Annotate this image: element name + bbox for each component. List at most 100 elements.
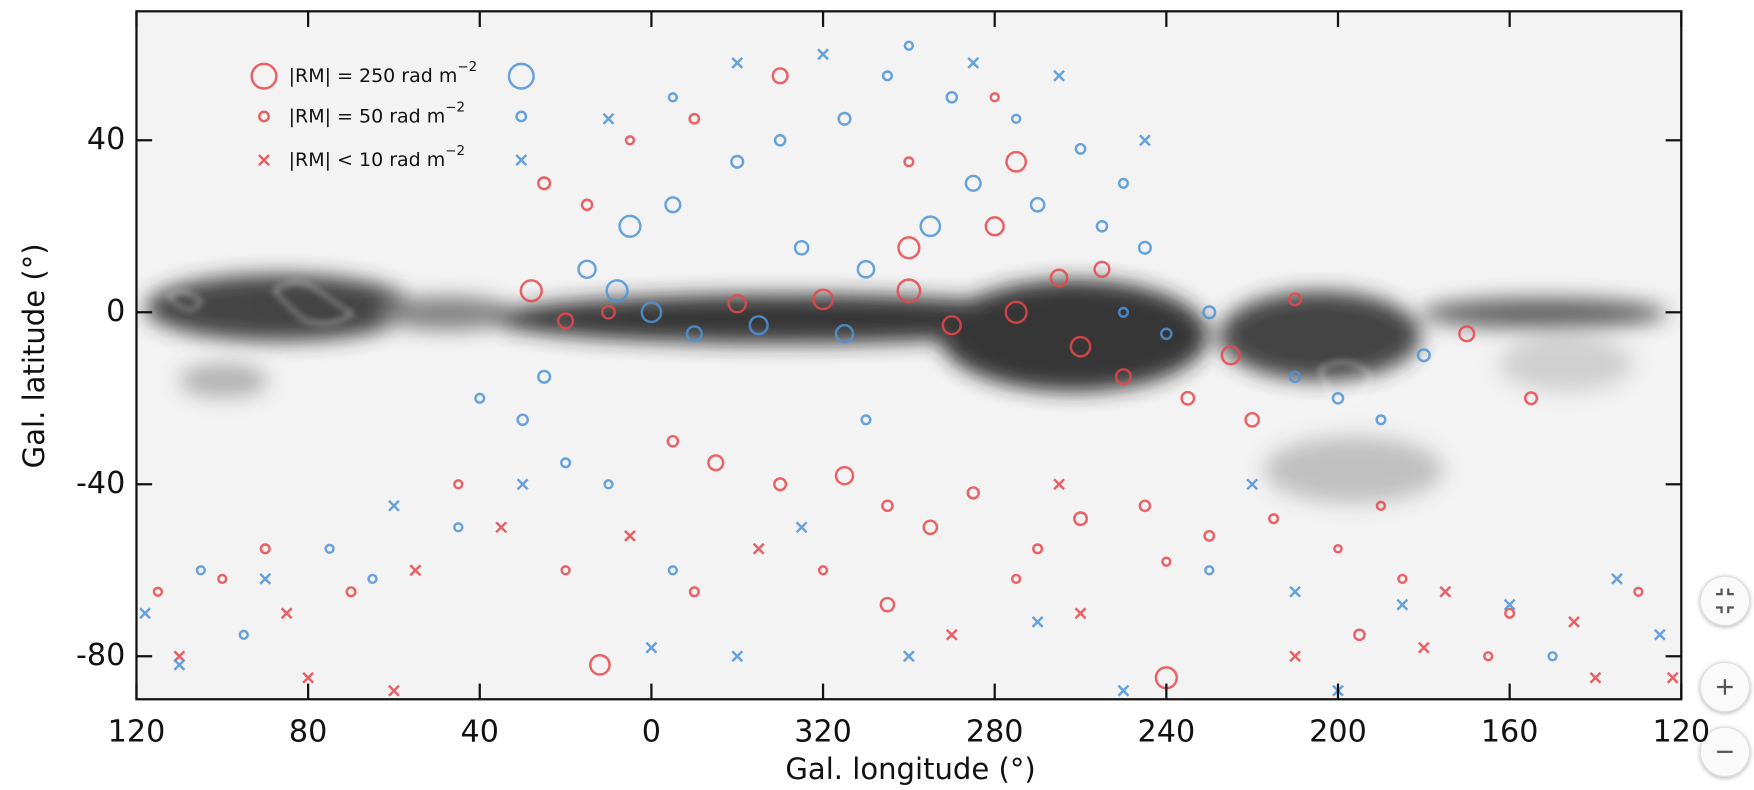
x-tick-label: 40: [461, 714, 499, 749]
cross-marker: [515, 154, 528, 166]
circle-marker: [1137, 240, 1152, 255]
cross-marker: [388, 684, 400, 697]
circle-marker: [812, 288, 834, 311]
circle-marker: [605, 279, 629, 303]
circle-marker: [727, 293, 747, 314]
cross-marker: [1117, 684, 1130, 697]
y-axis-label: Gal. latitude (°): [17, 243, 51, 468]
circle-marker: [640, 301, 663, 324]
circle-marker: [577, 259, 597, 280]
circle-marker: [903, 156, 915, 168]
circle-marker: [1288, 292, 1303, 307]
circle-marker: [1504, 607, 1516, 619]
cross-marker: [280, 607, 293, 620]
circle-marker: [618, 214, 642, 238]
cross-marker: [1417, 641, 1430, 654]
cross-marker: [731, 650, 744, 663]
circle-marker: [1244, 411, 1261, 428]
y-tick-label: 40: [87, 122, 125, 157]
circle-marker: [516, 413, 529, 427]
plot-frame: [135, 10, 1683, 701]
circle-marker: [152, 586, 164, 597]
legend-label: |RM| = 250 rad m−2: [289, 60, 478, 86]
cross-marker: [1053, 478, 1065, 491]
cross-marker: [1666, 671, 1679, 684]
circle-marker: [1375, 500, 1387, 511]
legend-label-text: |RM| < 10 rad m: [289, 149, 446, 171]
circle-marker: [922, 519, 939, 536]
cross-marker: [1053, 69, 1065, 82]
zoom-out-button[interactable]: [1699, 726, 1751, 778]
circle-marker: [856, 259, 876, 279]
circle-marker: [666, 434, 680, 448]
circle-marker: [537, 176, 552, 191]
circle-marker: [345, 586, 357, 598]
circle-marker: [896, 278, 922, 304]
circle-marker: [1288, 370, 1302, 384]
circle-marker: [773, 133, 787, 147]
cross-marker: [1031, 615, 1044, 628]
circle-marker: [966, 486, 980, 500]
circle-marker: [259, 543, 271, 555]
legend-label-superscript: −2: [445, 144, 465, 159]
circle-marker: [1397, 573, 1408, 585]
cross-marker: [409, 564, 422, 577]
circle-marker: [834, 324, 855, 344]
x-tick-label: 0: [642, 714, 661, 749]
zoom-in-button[interactable]: [1699, 661, 1751, 713]
circle-marker: [1049, 268, 1069, 288]
cross-marker: [516, 478, 529, 491]
circle-marker: [989, 92, 1000, 103]
sky-background: [136, 11, 1682, 700]
cross-marker: [1289, 650, 1301, 663]
circle-marker: [837, 111, 852, 126]
circle-marker: [1093, 260, 1111, 278]
cross-marker: [1439, 585, 1452, 598]
circle-marker: [580, 198, 594, 212]
circle-marker: [730, 154, 745, 169]
circle-marker: [1010, 573, 1022, 585]
circle-marker: [195, 565, 207, 576]
circle-marker: [688, 112, 701, 125]
cross-marker: [752, 542, 765, 555]
circle-marker: [258, 110, 270, 123]
circle-marker: [664, 196, 682, 214]
circle-marker: [589, 653, 611, 676]
circle-marker: [1524, 391, 1539, 406]
cross-marker: [259, 572, 272, 585]
cross-marker: [388, 499, 400, 512]
circle-marker: [1331, 391, 1345, 405]
circle-marker: [1069, 335, 1092, 358]
circle-marker: [324, 543, 335, 554]
x-tick-label: 200: [1309, 714, 1367, 749]
circle-marker: [707, 454, 725, 472]
circle-marker: [685, 325, 703, 343]
cross-marker: [817, 48, 829, 61]
circle-marker: [453, 522, 464, 533]
circle-marker: [601, 304, 616, 320]
fit-button[interactable]: [1699, 575, 1751, 626]
circle-marker: [515, 110, 528, 123]
circle-marker: [560, 457, 572, 469]
circle-marker: [1073, 511, 1088, 527]
circle-marker: [1138, 499, 1152, 513]
cross-marker: [1611, 572, 1623, 585]
circle-marker: [1005, 150, 1028, 173]
circle-marker: [881, 70, 893, 82]
circle-marker: [1117, 306, 1129, 318]
circle-marker: [1117, 177, 1129, 189]
circle-marker: [1029, 196, 1046, 213]
circle-marker: [793, 239, 810, 256]
cross-marker: [731, 57, 744, 69]
cross-marker: [1074, 607, 1087, 620]
circle-marker: [667, 565, 679, 576]
x-tick-label: 240: [1138, 714, 1196, 749]
circle-marker: [453, 479, 464, 490]
cross-marker: [1138, 134, 1151, 147]
circle-marker: [667, 92, 679, 103]
circle-marker: [519, 279, 543, 303]
circle-marker: [1483, 651, 1494, 662]
x-tick-label: 160: [1481, 714, 1539, 749]
